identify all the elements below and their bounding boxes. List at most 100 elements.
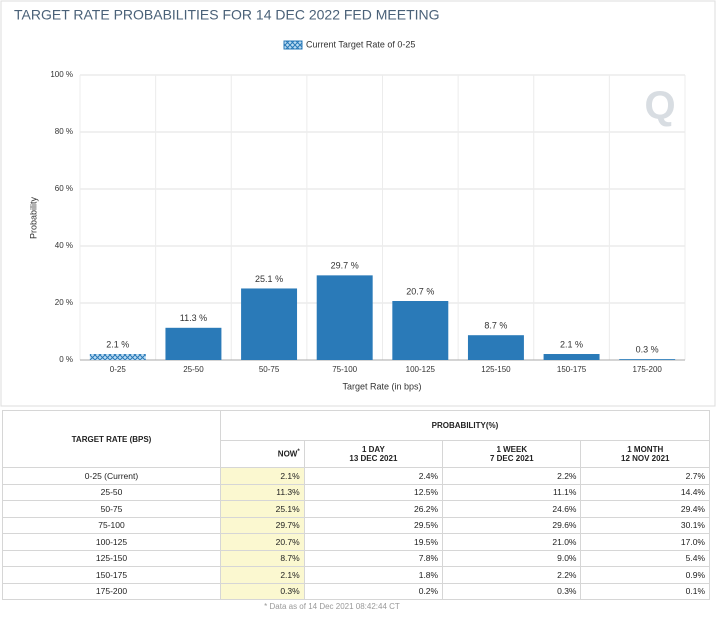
x-tick-label: 75-100 — [332, 365, 357, 374]
x-axis-label: Target Rate (in bps) — [342, 381, 421, 391]
probability-cell: 0.3% — [442, 582, 582, 600]
footnote: * Data as of 14 Dec 2021 08:42:44 CT — [264, 602, 400, 611]
column-header: 1 WEEK 7 DEC 2021 — [442, 439, 582, 469]
probability-cell: 0.9% — [580, 566, 710, 584]
column-date: 7 DEC 2021 — [489, 453, 534, 463]
bar — [619, 359, 676, 360]
column-title: 1 DAY — [361, 444, 385, 454]
probability-cell: 2.1% — [220, 566, 305, 584]
y-tick-label: 80 % — [55, 127, 73, 136]
rate-cell: 75-100 — [2, 516, 221, 534]
column-note: * — [297, 448, 300, 455]
table-row: 50-75 25.1% 26.2% 24.6% 29.4% — [2, 500, 710, 518]
probability-cell: 9.0% — [442, 549, 582, 567]
rate-cell: 100-125 — [2, 533, 221, 551]
table-row: 75-100 29.7% 29.5% 29.6% 30.1% — [2, 516, 710, 534]
probability-cell: 11.1% — [442, 483, 582, 501]
rate-cell: 25-50 — [2, 483, 221, 501]
x-tick-label: 125-150 — [481, 365, 511, 374]
y-tick-label: 100 % — [50, 70, 73, 79]
probability-cell: 19.5% — [303, 533, 444, 551]
rate-cell: 0-25 (Current) — [2, 467, 221, 485]
data-label: 25.1 % — [255, 274, 283, 284]
header-row: NOW* 1 DAY 13 DEC 2021 1 WEEK 7 DEC 2021 1 MO… — [3, 439, 710, 469]
probability-cell: 5.4% — [580, 549, 710, 567]
probability-cell: 21.0% — [442, 533, 582, 551]
bar — [89, 354, 146, 360]
column-header: 1 DAY 13 DEC 2021 — [303, 439, 444, 469]
table-row: 0-25 (Current) 2.1% 2.4% 2.2% 2.7% — [2, 467, 710, 485]
column-title: NOW — [277, 449, 298, 459]
x-tick-label: 175-200 — [633, 365, 663, 374]
table-row: 25-50 11.3% 12.5% 11.1% 14.4% — [2, 483, 710, 501]
x-tick-label: 25-50 — [183, 365, 204, 374]
probability-cell: 24.6% — [442, 500, 582, 518]
data-label: 2.1 % — [106, 339, 129, 349]
data-label: 2.1 % — [560, 339, 583, 349]
rate-cell: 125-150 — [2, 549, 221, 567]
column-date: 13 DEC 2021 — [349, 453, 398, 463]
watermark: Q — [644, 84, 675, 128]
x-tick-label: 100-125 — [406, 365, 436, 374]
header-row: TARGET RATE (BPS) PROBABILITY(%) — [2, 410, 710, 468]
probability-cell: 11.3% — [220, 483, 305, 501]
probability-cell: 2.4% — [303, 467, 444, 485]
probability-cell: 25.1% — [220, 500, 305, 518]
data-label: 20.7 % — [406, 286, 434, 296]
column-header: NOW* — [220, 439, 305, 469]
bar — [165, 327, 222, 360]
chart: TARGET RATE PROBABILITIES FOR 14 DEC 202… — [0, 0, 716, 407]
probability-cell: 30.1% — [580, 516, 710, 534]
probability-cell: 0.1% — [580, 582, 710, 600]
probability-cell: 20.7% — [220, 533, 305, 551]
y-tick-label: 60 % — [55, 184, 73, 193]
probability-cell: 7.8% — [303, 549, 444, 567]
table-row: 125-150 8.7% 7.8% 9.0% 5.4% — [2, 549, 710, 567]
rate-cell: 150-175 — [2, 566, 221, 584]
probability-table: TARGET RATE (BPS) PROBABILITY(%) NOW* 1 DAY… — [2, 410, 710, 600]
row-header: TARGET RATE (BPS) — [2, 410, 221, 468]
probability-cell: 17.0% — [580, 533, 710, 551]
bar — [467, 335, 524, 360]
probability-cell: 29.4% — [580, 500, 710, 518]
x-tick-label: 150-175 — [557, 365, 587, 374]
column-date: 12 NOV 2021 — [621, 453, 670, 463]
legend-label: Current Target Rate of 0-25 — [306, 39, 415, 49]
y-tick-label: 40 % — [55, 241, 73, 250]
probability-cell: 29.7% — [220, 516, 305, 534]
group-header: PROBABILITY(%) — [220, 410, 710, 441]
bar — [241, 288, 298, 360]
y-tick-label: 0 % — [59, 355, 73, 364]
data-label: 11.3 % — [180, 313, 207, 323]
probability-cell: 2.2% — [442, 566, 582, 584]
probability-cell: 2.2% — [442, 467, 582, 485]
y-axis-label: Probability — [28, 196, 38, 239]
probability-cell: 12.5% — [303, 483, 444, 501]
table-row: 150-175 2.1% 1.8% 2.2% 0.9% — [2, 566, 710, 584]
probability-cell: 26.2% — [303, 500, 444, 518]
x-tick-label: 0-25 — [110, 365, 127, 374]
bar — [392, 301, 449, 360]
column-title: 1 WEEK — [496, 444, 528, 454]
column-header: 1 MONTH 12 NOV 2021 — [580, 439, 710, 469]
table-row: 175-200 0.3% 0.2% 0.3% 0.1% — [2, 582, 710, 600]
rate-cell: 50-75 — [2, 500, 221, 518]
probability-cell: 2.1% — [220, 467, 305, 485]
probability-cell: 0.3% — [220, 582, 305, 600]
y-tick-label: 20 % — [55, 298, 73, 307]
legend-swatch — [283, 40, 303, 50]
rate-cell: 175-200 — [2, 582, 221, 600]
probability-cell: 14.4% — [580, 483, 710, 501]
x-tick-label: 50-75 — [259, 365, 280, 374]
column-title: 1 MONTH — [627, 444, 664, 454]
probability-cell: 8.7% — [220, 549, 305, 567]
data-label: 0.3 % — [636, 345, 659, 355]
probability-cell: 0.2% — [303, 582, 444, 600]
frame — [0, 0, 716, 407]
data-label: 8.7 % — [484, 321, 507, 331]
probability-cell: 29.5% — [303, 516, 444, 534]
probability-cell: 2.7% — [580, 467, 710, 485]
probability-cell: 29.6% — [442, 516, 582, 534]
probability-cell: 1.8% — [303, 566, 444, 584]
